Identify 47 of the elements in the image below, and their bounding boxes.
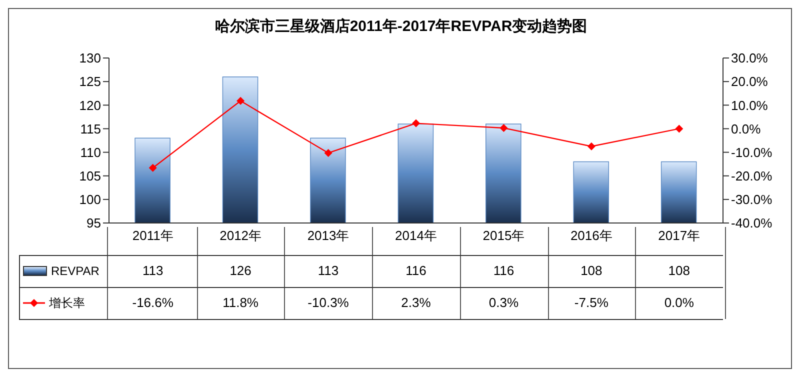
point [236, 96, 245, 105]
y2-tick-label: -40.0% [731, 216, 773, 231]
x-tick-label: 2016年 [570, 228, 612, 244]
y2-tick-label: 20.0% [731, 74, 768, 90]
data-label: 113 [316, 262, 340, 280]
point [148, 164, 157, 172]
point [412, 119, 420, 128]
y-tick-label: 110 [80, 144, 101, 160]
y2-tick-label: -10.0% [731, 144, 773, 160]
y-tick-label: 105 [79, 168, 101, 184]
y2-tick-label: -30.0% [731, 192, 773, 208]
x-tick-label: 2014年 [395, 228, 437, 244]
x-tick-label: 2015年 [482, 228, 525, 244]
y-tick-label: 120 [79, 98, 101, 113]
data-label: 0.3% [488, 294, 520, 312]
data-label: -16.6% [131, 294, 174, 312]
y2-tick-label: 0.0% [731, 121, 762, 136]
data-label: 108 [580, 262, 604, 280]
y-tick-label: 100 [79, 192, 101, 208]
y2-tick-label: 10.0% [731, 98, 768, 113]
y-tick-label: 130 [79, 50, 101, 66]
x-tick-label: 2013年 [307, 228, 350, 244]
x-tick-label: 2017年 [658, 228, 700, 244]
data-label: -7.5% [573, 294, 610, 312]
y-tick-label: 125 [79, 74, 101, 90]
x-tick-label: 2011年 [132, 228, 174, 244]
data-label: 113 [141, 262, 164, 280]
y2-tick-label: 30.0% [731, 50, 768, 66]
data-label: 116 [404, 262, 428, 280]
point [675, 124, 684, 133]
legend-label: REVPAR [51, 264, 100, 278]
y-tick-label: 115 [80, 121, 101, 136]
data-label: 2.3% [400, 294, 432, 312]
legend-label: 增长率 [49, 294, 85, 312]
data-label: 126 [228, 262, 252, 280]
data-label: 116 [492, 262, 516, 280]
y2-tick-label: -20.0% [731, 168, 773, 184]
point [587, 142, 596, 150]
x-tick-label: 2012年 [220, 228, 262, 244]
data-label: 0.0% [663, 294, 695, 312]
point [324, 148, 332, 157]
data-label: 108 [667, 262, 691, 280]
data-label: -10.3% [306, 294, 350, 312]
data-label: 11.8% [222, 294, 260, 312]
chart-title: 哈尔滨市三星级酒店2011年-2017年REVPAR变动趋势图 [214, 17, 588, 36]
point [500, 124, 508, 132]
y-tick-label: 95 [86, 216, 101, 231]
